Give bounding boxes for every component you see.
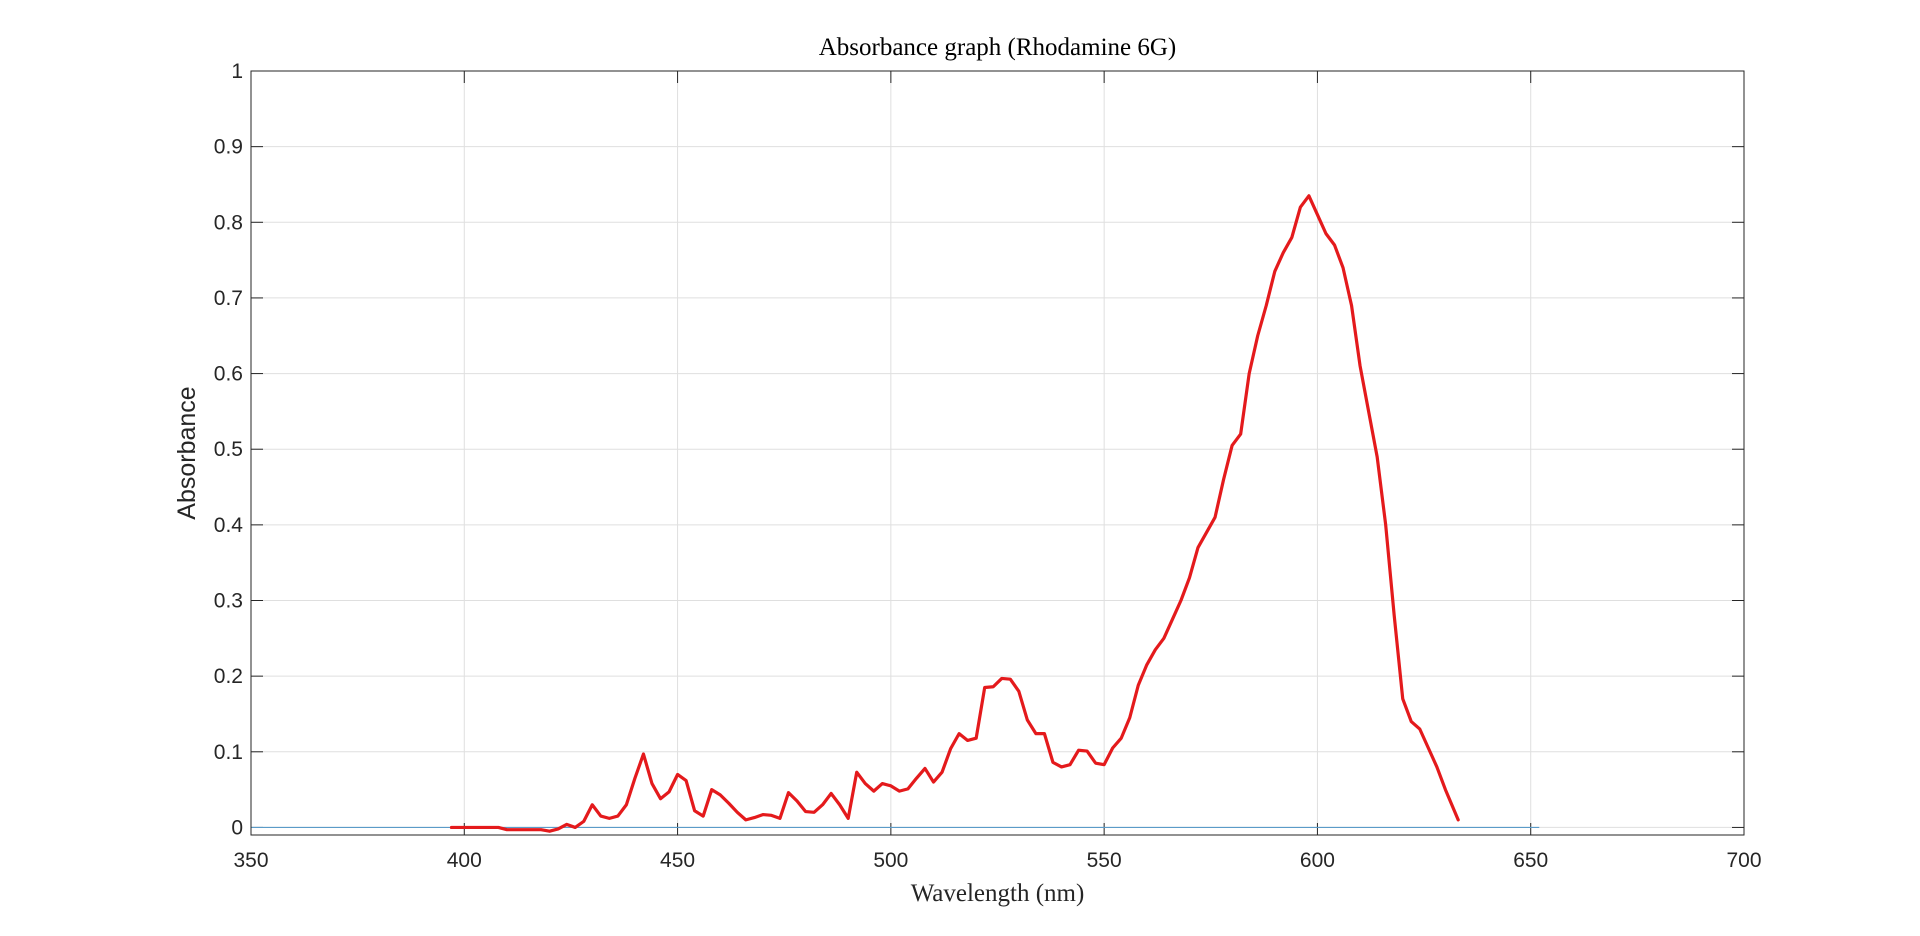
x-tick-label: 550 [1087,849,1122,872]
x-tick-label: 700 [1726,849,1761,872]
x-axis-label: Wavelength (nm) [911,880,1085,907]
series-line-rhodamine-6g [449,194,1460,833]
y-tick-label: 1 [231,60,243,83]
grid-lines [250,70,1745,835]
y-tick-label: 0.8 [214,211,243,234]
x-tick-label: 450 [660,849,695,872]
y-tick-labels: 0 0.1 0.2 0.3 0.4 0.5 0.6 0.7 0.8 0.9 1 [214,60,244,839]
x-tick-label: 600 [1300,849,1335,872]
y-tick-label: 0.3 [214,590,243,613]
y-tick-label: 0 [231,816,243,839]
y-axis-label: Absorbance [173,386,201,519]
y-tick-label: 0.5 [214,438,243,461]
chart-title: Absorbance graph (Rhodamine 6G) [819,34,1177,61]
plot-area-background [251,71,1744,835]
x-tick-label: 350 [233,849,268,872]
y-tick-label: 0.7 [214,287,243,310]
plot-frame [250,70,1745,836]
y-tick-label: 0.4 [214,514,244,537]
x-tick-labels: 350 400 450 500 550 600 650 700 [233,849,1761,872]
y-tick-label: 0.2 [214,665,243,688]
axis-ticks [250,70,1745,835]
x-tick-label: 400 [447,849,482,872]
y-tick-label: 0.1 [214,741,243,764]
x-tick-label: 500 [873,849,908,872]
x-tick-label: 650 [1513,849,1548,872]
y-tick-label: 0.9 [214,136,243,159]
y-tick-label: 0.6 [214,363,243,386]
